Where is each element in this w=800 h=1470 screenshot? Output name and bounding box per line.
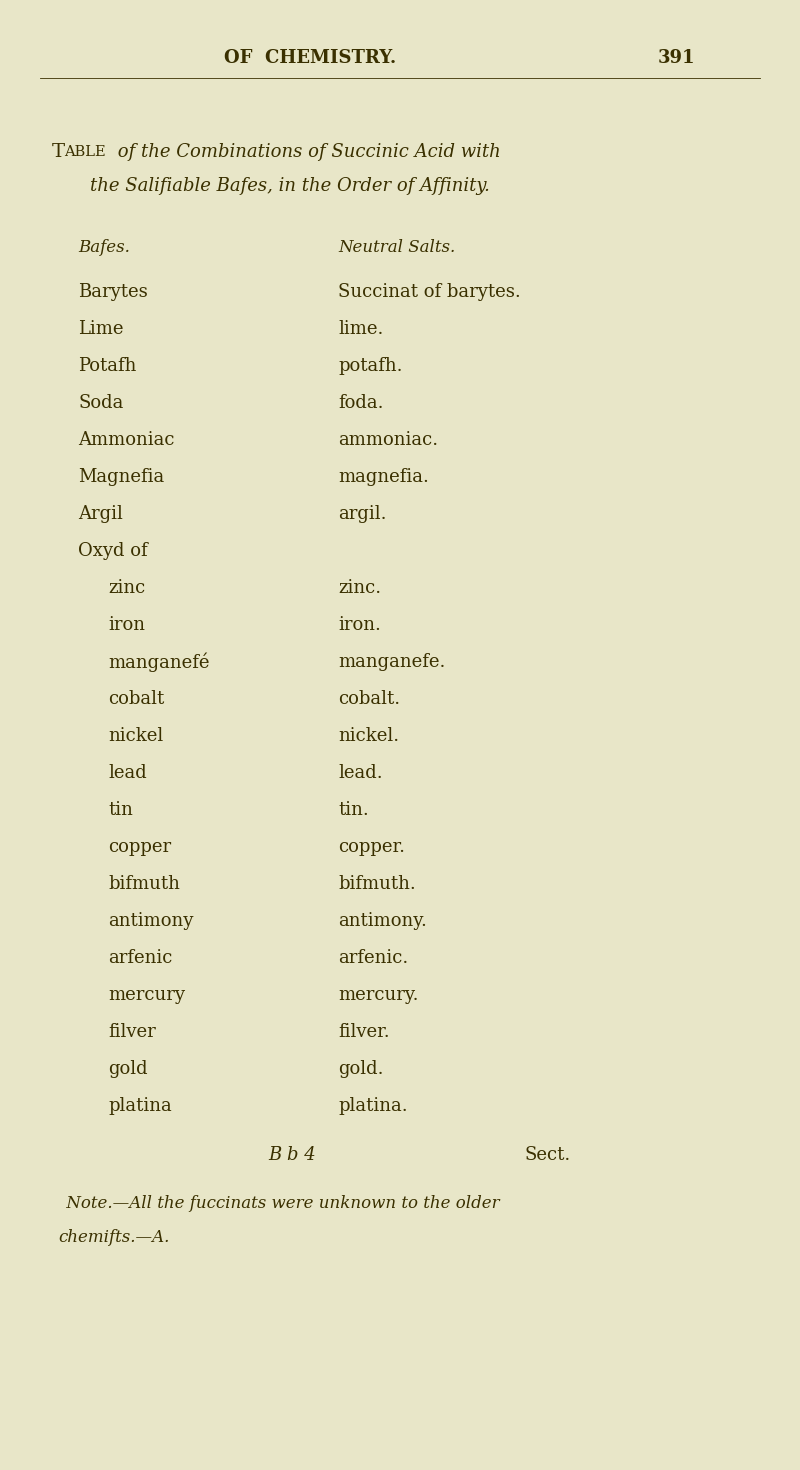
Text: Ammoniac: Ammoniac [78,431,174,448]
Text: ABLE: ABLE [64,146,106,159]
Text: gold.: gold. [338,1060,383,1078]
Text: filver.: filver. [338,1023,390,1041]
Text: bifmuth.: bifmuth. [338,875,416,892]
Text: argil.: argil. [338,506,386,523]
Text: ammoniac.: ammoniac. [338,431,438,448]
Text: zinc.: zinc. [338,579,381,597]
Text: arfenic: arfenic [108,950,172,967]
Text: tin: tin [108,801,133,819]
Text: Potafh: Potafh [78,357,136,375]
Text: mercury: mercury [108,986,185,1004]
Text: Lime: Lime [78,320,123,338]
Text: lime.: lime. [338,320,383,338]
Text: manganefe.: manganefe. [338,653,446,670]
Text: of the Combinations of Succinic Acid with: of the Combinations of Succinic Acid wit… [112,143,501,162]
Text: cobalt: cobalt [108,689,164,709]
Text: 391: 391 [658,49,695,68]
Text: Magnefia: Magnefia [78,467,164,487]
Text: OF  CHEMISTRY.: OF CHEMISTRY. [224,49,396,68]
Text: antimony.: antimony. [338,911,427,931]
Text: antimony: antimony [108,911,194,931]
Text: Bafes.: Bafes. [78,240,130,256]
Text: tin.: tin. [338,801,369,819]
Text: copper: copper [108,838,171,856]
Text: B b 4: B b 4 [268,1147,316,1164]
Text: mercury.: mercury. [338,986,418,1004]
Text: T: T [52,143,65,162]
Text: potafh.: potafh. [338,357,402,375]
Text: Neutral Salts.: Neutral Salts. [338,240,455,256]
Text: Note.—All the fuccinats were unknown to the older: Note.—All the fuccinats were unknown to … [58,1195,500,1211]
Text: iron: iron [108,616,145,634]
Text: iron.: iron. [338,616,381,634]
Text: Succinat of barytes.: Succinat of barytes. [338,284,521,301]
Text: magnefia.: magnefia. [338,467,429,487]
Text: manganefé: manganefé [108,653,210,672]
Text: Sect.: Sect. [525,1147,571,1164]
Text: nickel: nickel [108,728,163,745]
Text: Barytes: Barytes [78,284,148,301]
Text: Argil: Argil [78,506,123,523]
Text: lead.: lead. [338,764,382,782]
Text: nickel.: nickel. [338,728,399,745]
Text: arfenic.: arfenic. [338,950,408,967]
Text: lead: lead [108,764,146,782]
Text: Soda: Soda [78,394,123,412]
Text: chemifts.—A.: chemifts.—A. [58,1229,170,1245]
Text: bifmuth: bifmuth [108,875,180,892]
Text: Oxyd of: Oxyd of [78,542,148,560]
Text: zinc: zinc [108,579,146,597]
Text: platina: platina [108,1097,172,1116]
Text: cobalt.: cobalt. [338,689,400,709]
Text: gold: gold [108,1060,148,1078]
Text: the Salifiable Bafes, in the Order of Affinity.: the Salifiable Bafes, in the Order of Af… [90,176,490,196]
Text: copper.: copper. [338,838,405,856]
Text: filver: filver [108,1023,156,1041]
Text: platina.: platina. [338,1097,408,1116]
Text: foda.: foda. [338,394,383,412]
